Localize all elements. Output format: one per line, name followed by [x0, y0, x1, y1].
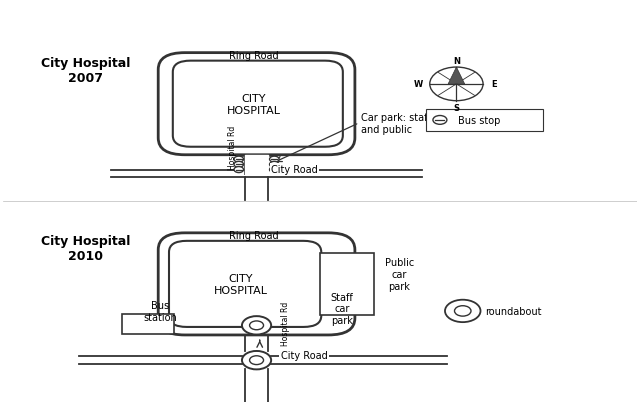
FancyBboxPatch shape	[158, 53, 355, 156]
Circle shape	[242, 316, 271, 335]
Circle shape	[269, 162, 279, 168]
Circle shape	[250, 321, 264, 330]
Text: Bus stop: Bus stop	[458, 115, 500, 126]
Text: Hospital Rd: Hospital Rd	[228, 125, 237, 169]
Text: Staff
car
park: Staff car park	[331, 292, 353, 325]
Text: CITY
HOSPITAL: CITY HOSPITAL	[227, 94, 280, 115]
Polygon shape	[448, 68, 465, 85]
FancyBboxPatch shape	[169, 241, 321, 327]
Text: Ring Road: Ring Road	[228, 230, 278, 240]
Circle shape	[250, 356, 264, 364]
Text: City Road: City Road	[281, 350, 328, 360]
Circle shape	[234, 157, 244, 163]
Text: Car park: staff
and public: Car park: staff and public	[361, 113, 431, 134]
Text: Ring Road: Ring Road	[228, 51, 278, 60]
Circle shape	[234, 167, 244, 173]
Circle shape	[234, 162, 244, 168]
Text: E: E	[492, 80, 497, 89]
Text: roundabout: roundabout	[485, 306, 541, 316]
Text: City Hospital
2010: City Hospital 2010	[40, 234, 130, 262]
Text: Public
car
park: Public car park	[385, 258, 414, 291]
Text: S: S	[453, 103, 460, 112]
Text: CITY
HOSPITAL: CITY HOSPITAL	[214, 274, 268, 295]
Text: Bus
station: Bus station	[143, 301, 177, 322]
Circle shape	[454, 306, 471, 316]
Bar	[426, 109, 543, 132]
Circle shape	[433, 116, 447, 125]
Circle shape	[429, 68, 483, 101]
Circle shape	[269, 157, 279, 163]
Text: Hospital Rd: Hospital Rd	[280, 301, 290, 345]
Text: W: W	[413, 80, 423, 89]
Circle shape	[445, 300, 481, 322]
Bar	[320, 253, 374, 315]
Bar	[122, 314, 174, 334]
Text: City Hospital
2007: City Hospital 2007	[40, 57, 130, 85]
Circle shape	[242, 351, 271, 369]
FancyBboxPatch shape	[158, 233, 355, 335]
Text: City Road: City Road	[271, 165, 318, 175]
Circle shape	[269, 167, 279, 173]
Text: N: N	[453, 57, 460, 66]
FancyBboxPatch shape	[173, 62, 343, 147]
